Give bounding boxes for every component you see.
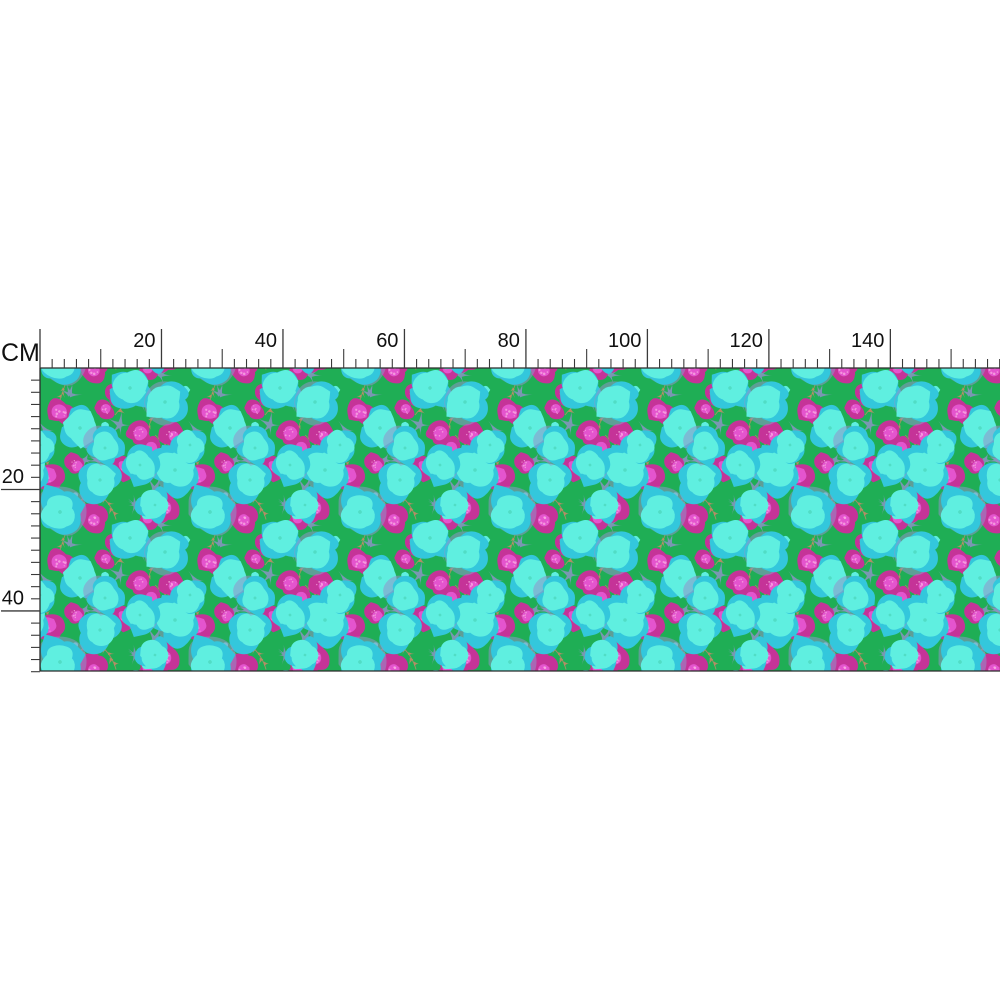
svg-text:40: 40 [255, 330, 277, 352]
svg-text:80: 80 [498, 330, 520, 352]
svg-text:120: 120 [730, 330, 763, 352]
svg-text:20: 20 [133, 330, 155, 352]
svg-text:20: 20 [2, 466, 24, 488]
svg-text:CM: CM [1, 339, 40, 367]
svg-text:100: 100 [608, 330, 641, 352]
svg-text:40: 40 [2, 587, 24, 609]
svg-text:60: 60 [376, 330, 398, 352]
svg-text:140: 140 [851, 330, 884, 352]
